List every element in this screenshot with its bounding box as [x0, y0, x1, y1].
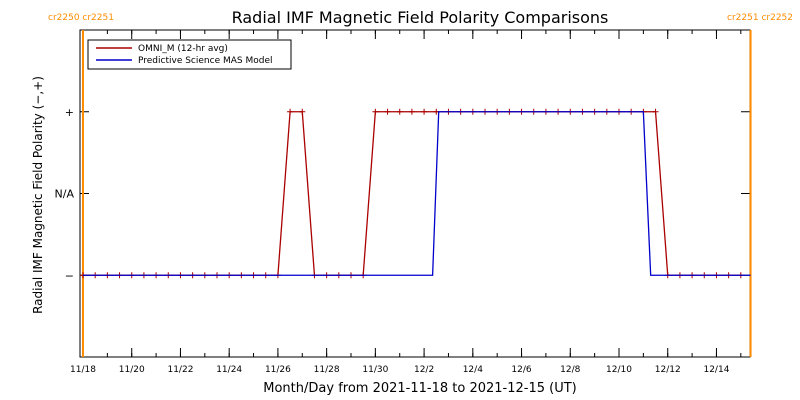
x-tick-label: 11/18 [70, 365, 96, 375]
data-series [80, 108, 751, 279]
x-tick-label: 11/28 [314, 365, 340, 375]
x-tick-label: 11/22 [167, 365, 193, 375]
y-tick-label: N/A [55, 188, 75, 201]
legend-box [87, 39, 292, 70]
omni-point [287, 108, 294, 115]
x-tick-label: 11/30 [362, 365, 388, 375]
x-tick-label: 12/6 [511, 365, 531, 375]
legend-label-omni: OMNI_M (12-hr avg) [138, 44, 228, 54]
x-axis-title: Month/Day from 2021-11-18 to 2021-12-15 … [263, 381, 576, 396]
x-tick-label: 12/12 [655, 365, 681, 375]
omni-point [396, 108, 403, 115]
x-tick-label: 11/24 [216, 365, 242, 375]
omni-point [421, 108, 428, 115]
legend: OMNI_M (12-hr avg) Predictive Science MA… [87, 39, 292, 70]
mas-series-line [83, 111, 751, 276]
omni-point [652, 108, 659, 115]
x-tick-label: 12/4 [463, 365, 483, 375]
y-axis-title: Radial IMF Magnetic Field Polarity (−,+) [31, 76, 45, 314]
plot-frame [79, 29, 751, 358]
omni-point [408, 108, 415, 115]
axes: 11/18 11/20 11/22 11/24 11/26 11/28 11/30 12/2 1… [55, 30, 750, 375]
x-tick-label: 12/8 [560, 365, 580, 375]
carrington-label: cr2251 cr2252 [727, 13, 793, 23]
omni-point [384, 108, 391, 115]
x-tick-label: 11/20 [119, 365, 145, 375]
x-tick-label: 11/26 [265, 365, 291, 375]
y-tick-label: − [65, 269, 74, 282]
y-tick-label: + [65, 106, 74, 119]
omni-point [372, 108, 379, 115]
x-tick-label: 12/10 [606, 365, 632, 375]
omni-series-line [83, 111, 741, 276]
legend-label-mas: Predictive Science MAS Model [138, 56, 273, 66]
x-tick-label: 12/14 [703, 365, 729, 375]
x-tick-label: 12/2 [414, 365, 434, 375]
carrington-label: cr2250 cr2251 [48, 13, 114, 23]
carrington-markers: cr2250 cr2251 cr2251 cr2252 [48, 13, 793, 357]
chart-title: Radial IMF Magnetic Field Polarity Compa… [232, 8, 609, 27]
omni-point [299, 108, 306, 115]
